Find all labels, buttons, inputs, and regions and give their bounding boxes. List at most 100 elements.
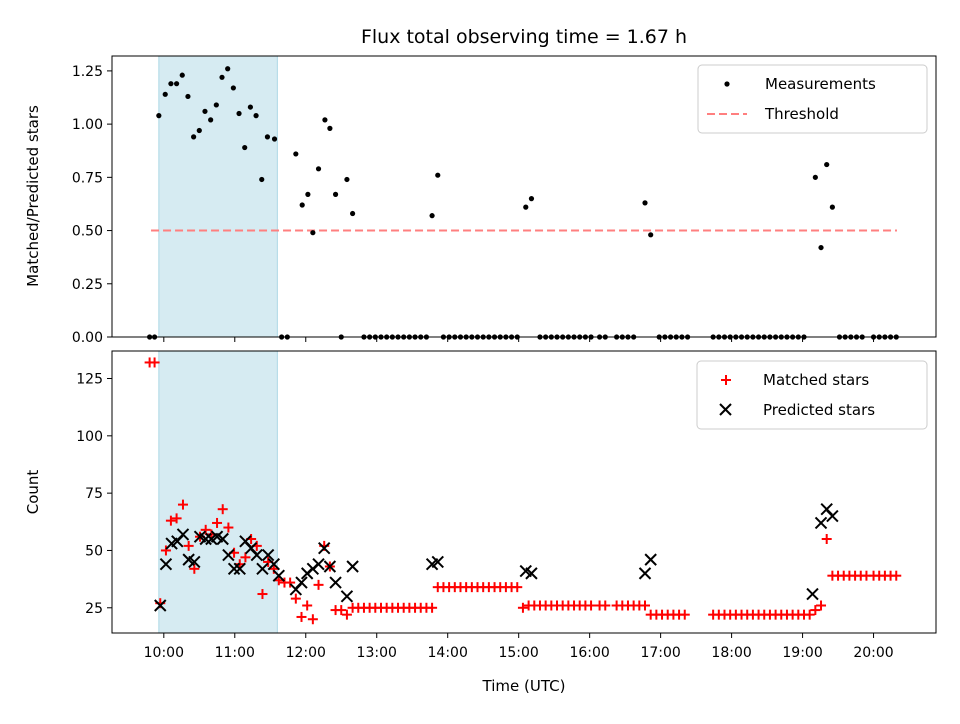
top-axes-frame	[111, 55, 937, 338]
predicted-star-point	[188, 555, 201, 569]
measurement-point	[327, 125, 333, 131]
predicted-star-point	[431, 555, 444, 569]
measurement-point	[642, 200, 648, 206]
measurement-point	[349, 210, 356, 217]
matched-star-point	[427, 602, 438, 613]
matched-star-point	[336, 605, 347, 616]
matched-star-point	[171, 513, 182, 524]
bottom-y-tick-label: 75	[85, 486, 103, 502]
predicted-star-point	[806, 587, 819, 601]
matched-star-point	[341, 609, 352, 620]
matched-star-point	[223, 522, 234, 533]
x-axis-label: Time (UTC)	[482, 677, 566, 695]
matched-star-point	[512, 582, 523, 593]
measurement-point	[259, 176, 265, 183]
predicted-star-d2	[222, 548, 235, 562]
predicted-star-point	[267, 558, 281, 571]
predicted-star-d2	[256, 562, 269, 576]
predicted-star-point	[176, 528, 190, 541]
matched-star-point	[296, 611, 307, 622]
top-y-tick-label: 0.25	[72, 277, 103, 293]
matched-star-point	[189, 563, 200, 574]
legend-measurement-marker	[724, 81, 730, 87]
predicted-star-point	[525, 567, 538, 580]
predicted-star-d2	[244, 541, 258, 555]
bottom-y-tick-label: 125	[76, 372, 103, 388]
matched-star-point	[149, 357, 160, 368]
legend-measurements-label: Measurements	[765, 75, 876, 93]
bottom-y-tick-label: 100	[76, 429, 103, 445]
top-y-tick-label: 1.00	[72, 117, 103, 133]
bottom-y-tick-label: 25	[85, 601, 103, 617]
predicted-star-d2	[312, 558, 325, 571]
predicted-star-d2	[261, 548, 275, 562]
predicted-star-d2	[295, 576, 308, 589]
matched-star-point	[240, 552, 251, 563]
predicted-star-point	[233, 562, 246, 576]
measurement-point	[435, 172, 441, 178]
predicted-star-d2	[176, 528, 190, 541]
predicted-star-point	[814, 516, 828, 530]
predicted-star-point	[159, 558, 173, 571]
predicted-star-d2	[210, 530, 224, 543]
top-y-axis-label: Matched/Predicted stars	[24, 105, 42, 287]
predicted-star-d2	[193, 530, 207, 543]
measurement-point	[213, 102, 219, 108]
measurement-point	[225, 66, 231, 72]
predicted-star-d2	[267, 558, 281, 571]
measurement-point	[344, 176, 350, 183]
predicted-star-point	[272, 569, 285, 582]
predicted-star-d2	[340, 590, 354, 603]
predicted-star-d2	[820, 502, 833, 516]
predicted-star-d2	[519, 564, 532, 578]
top-y-tick-label: 0.00	[72, 330, 103, 346]
x-tick-label: 16:00	[569, 645, 609, 661]
matched-star-point	[183, 540, 194, 551]
predicted-star-point	[222, 548, 235, 562]
measurement-point	[162, 91, 168, 97]
measurement-point	[253, 113, 259, 119]
predicted-star-d2	[346, 560, 359, 573]
measurement-point	[242, 144, 248, 151]
predicted-star-point	[154, 599, 167, 612]
measurement-point	[528, 196, 535, 202]
measurement-point	[824, 161, 830, 168]
predicted-star-d2	[431, 555, 444, 569]
measurement-point	[247, 104, 253, 110]
predicted-star-point	[216, 532, 229, 546]
measurement-point	[208, 117, 214, 123]
measurement-point	[168, 81, 174, 87]
measurement-point	[322, 117, 328, 123]
measurement-point	[332, 191, 339, 197]
predicted-star-d2	[806, 587, 819, 601]
legend-matched-marker	[721, 375, 731, 385]
matched-star-point	[804, 609, 815, 620]
top-shaded-region	[158, 55, 278, 338]
measurement-point	[185, 93, 191, 100]
measurement-point	[236, 110, 242, 117]
measurement-point	[648, 232, 654, 238]
predicted-star-d2	[329, 576, 342, 589]
legend-predicted-marker	[719, 403, 732, 416]
x-tick-label: 19:00	[782, 645, 822, 661]
bottom-shaded-region	[158, 350, 278, 634]
predicted-star-d2	[525, 567, 538, 580]
predicted-star-point	[323, 560, 337, 573]
predicted-star-point	[295, 576, 308, 589]
bottom-y-axis-label: Count	[24, 470, 42, 515]
predicted-star-d2	[644, 553, 657, 566]
matched-star-point	[600, 600, 611, 611]
matched-star-point	[821, 534, 832, 544]
predicted-star-d2	[250, 548, 263, 562]
predicted-star-d2	[199, 532, 212, 546]
top-panel: 0.00 0.25 0.50 0.75 1.00 1.25 Matched/Predict…	[24, 55, 937, 346]
predicted-star-point	[638, 567, 652, 580]
matched-star-point	[679, 609, 690, 620]
top-legend: Measurements Threshold	[697, 64, 928, 134]
matched-star-point	[810, 605, 821, 616]
measurement-point	[812, 174, 818, 180]
legend-matched-label: Matched stars	[763, 371, 869, 389]
matched-star-point	[177, 499, 188, 510]
measurement-point	[429, 213, 435, 219]
